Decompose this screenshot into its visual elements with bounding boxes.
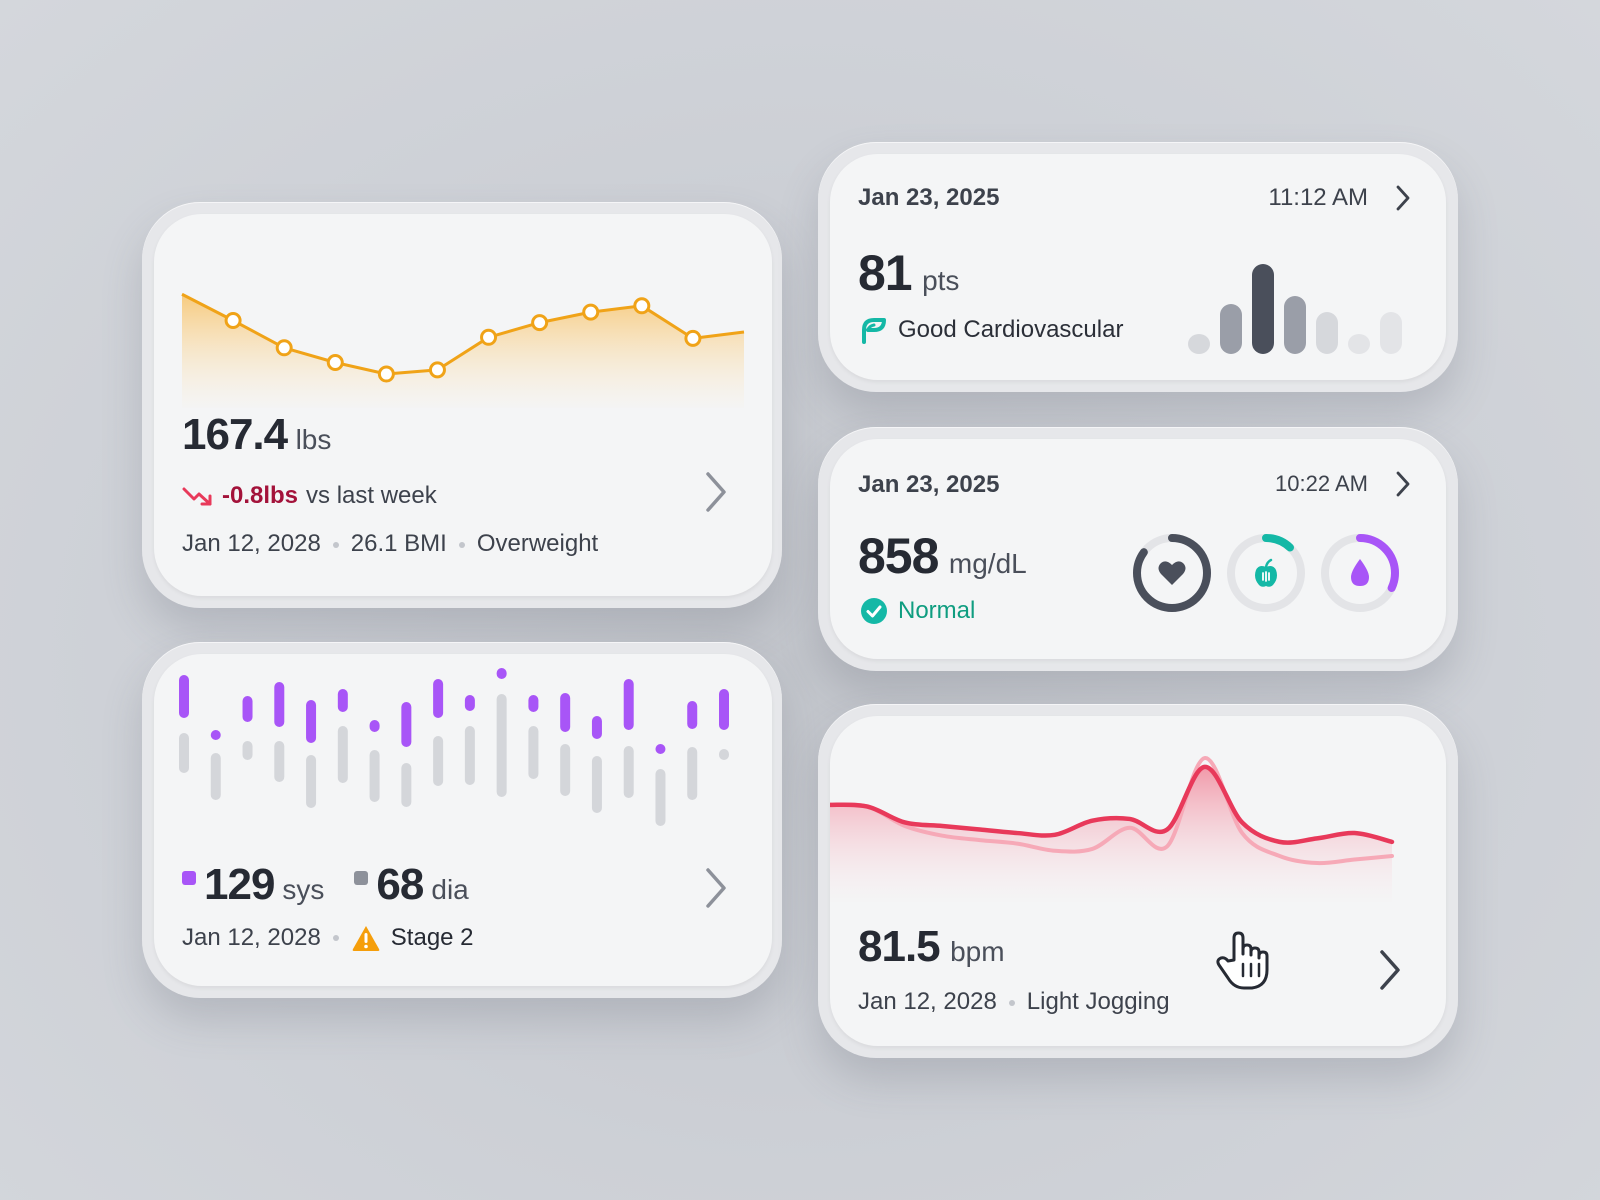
weight-bmi: 26.1 BMI bbox=[350, 530, 447, 557]
weight-point bbox=[275, 339, 293, 357]
glucose-card[interactable]: Jan 23, 2025 10:22 AM 858 mg/dL Normal bbox=[830, 439, 1446, 659]
apple-icon bbox=[1252, 558, 1280, 588]
weight-point bbox=[684, 329, 702, 347]
hr-date: Jan 12, 2028 bbox=[858, 988, 997, 1015]
weight-value-row: 167.4 lbs bbox=[182, 410, 331, 460]
heart-rate-chart bbox=[830, 756, 1395, 902]
separator-dot bbox=[332, 935, 339, 941]
cardio-status-row: Good Cardiovascular bbox=[860, 316, 1123, 344]
weight-area-fill bbox=[182, 294, 744, 408]
sys-value: 129 bbox=[204, 860, 275, 909]
warning-icon bbox=[351, 924, 381, 952]
blood-pressure-chart bbox=[179, 668, 729, 826]
cardio-leaf-icon bbox=[860, 316, 888, 344]
weight-value: 167.4 bbox=[182, 410, 288, 459]
chevron-right-icon[interactable] bbox=[1394, 184, 1412, 212]
ring-nutrition[interactable] bbox=[1224, 531, 1308, 615]
hr-line-secondary bbox=[830, 756, 1394, 866]
hr-card[interactable]: 81.5 bpm Jan 12, 2028 Light Jogging bbox=[830, 716, 1446, 1046]
weight-unit: lbs bbox=[295, 424, 332, 455]
weight-change-suffix: vs last week bbox=[306, 482, 437, 509]
dia-value: 68 bbox=[376, 860, 424, 909]
hr-value-row: 81.5 bpm bbox=[858, 922, 1005, 972]
glucose-date: Jan 23, 2025 bbox=[858, 471, 1000, 498]
cardio-card[interactable]: Jan 23, 2025 11:12 AM 81 pts Good Cardio… bbox=[830, 154, 1446, 380]
chevron-right-icon[interactable] bbox=[702, 866, 730, 910]
weight-point bbox=[633, 297, 651, 315]
cardio-bar bbox=[1252, 264, 1274, 354]
cardio-status: Good Cardiovascular bbox=[898, 316, 1124, 343]
bp-date: Jan 12, 2028 bbox=[182, 924, 321, 951]
bp-meta-row: Jan 12, 2028 Stage 2 bbox=[182, 924, 474, 952]
cardio-bar bbox=[1284, 296, 1306, 354]
weight-card[interactable]: 167.4 lbs -0.8lbs vs last week Jan 12, 2… bbox=[154, 214, 772, 596]
chevron-right-icon[interactable] bbox=[1394, 470, 1412, 498]
glucose-status-row: Normal bbox=[860, 597, 975, 625]
chevron-right-icon[interactable] bbox=[1376, 948, 1404, 992]
trend-down-icon bbox=[182, 485, 214, 507]
cardio-score-bars bbox=[1188, 264, 1402, 354]
glucose-time: 10:22 AM bbox=[1275, 471, 1368, 496]
weight-point bbox=[428, 361, 446, 379]
hr-meta-row: Jan 12, 2028 Light Jogging bbox=[858, 988, 1170, 1016]
cardio-bar bbox=[1380, 312, 1402, 354]
dia-unit: dia bbox=[431, 874, 469, 905]
weight-line bbox=[181, 292, 745, 376]
hr-unit: bpm bbox=[950, 936, 1005, 967]
weight-point bbox=[582, 303, 600, 321]
weight-point bbox=[480, 328, 498, 346]
chevron-right-icon[interactable] bbox=[702, 470, 730, 514]
glucose-value-row: 858 mg/dL bbox=[858, 527, 1027, 585]
cardio-bar bbox=[1220, 304, 1242, 354]
hr-activity: Light Jogging bbox=[1026, 988, 1170, 1015]
weight-change-value: -0.8lbs bbox=[222, 482, 299, 509]
cardio-value: 81 bbox=[858, 245, 913, 301]
sys-legend-swatch bbox=[182, 871, 196, 885]
weight-point bbox=[531, 314, 549, 332]
hr-line-primary bbox=[830, 764, 1395, 845]
hr-value: 81.5 bbox=[858, 922, 941, 971]
cardio-bar bbox=[1188, 334, 1210, 354]
weight-change-row: -0.8lbs vs last week bbox=[182, 482, 437, 510]
weight-date: Jan 12, 2028 bbox=[182, 530, 321, 557]
weight-meta-row: Jan 12, 2028 26.1 BMI Overweight bbox=[182, 530, 598, 558]
sys-unit: sys bbox=[282, 874, 325, 905]
weight-trend-chart bbox=[181, 292, 745, 408]
glucose-status: Normal bbox=[898, 597, 976, 624]
dia-legend-swatch bbox=[354, 871, 369, 885]
bp-values-row: 129 sys 68 dia bbox=[182, 860, 469, 910]
cardio-time: 11:12 AM bbox=[1268, 184, 1368, 211]
separator-dot bbox=[458, 541, 465, 548]
cardio-bar bbox=[1316, 312, 1338, 354]
cardio-value-row: 81 pts bbox=[858, 244, 959, 302]
weight-point bbox=[224, 312, 242, 329]
weight-point bbox=[326, 354, 344, 371]
ring-hydration[interactable] bbox=[1318, 531, 1402, 615]
glucose-value: 858 bbox=[858, 528, 939, 584]
bp-card[interactable]: 129 sys 68 dia Jan 12, 2028 Stage 2 bbox=[154, 654, 772, 986]
glucose-rings bbox=[1130, 531, 1430, 615]
cardio-bar bbox=[1348, 334, 1370, 354]
glucose-unit: mg/dL bbox=[948, 548, 1027, 579]
separator-dot bbox=[1008, 999, 1015, 1006]
hr-area-fill bbox=[830, 766, 1392, 902]
cardio-date: Jan 23, 2025 bbox=[858, 184, 1000, 211]
bp-status: Stage 2 bbox=[390, 924, 474, 951]
ring-heart[interactable] bbox=[1130, 531, 1214, 615]
heart-icon bbox=[1157, 560, 1187, 586]
hand-pointer-icon bbox=[1214, 930, 1272, 992]
cardio-unit: pts bbox=[922, 265, 960, 296]
check-circle-icon bbox=[860, 597, 888, 625]
weight-status: Overweight bbox=[476, 530, 599, 557]
drop-icon bbox=[1349, 558, 1371, 588]
separator-dot bbox=[332, 541, 339, 548]
weight-point bbox=[377, 365, 395, 383]
